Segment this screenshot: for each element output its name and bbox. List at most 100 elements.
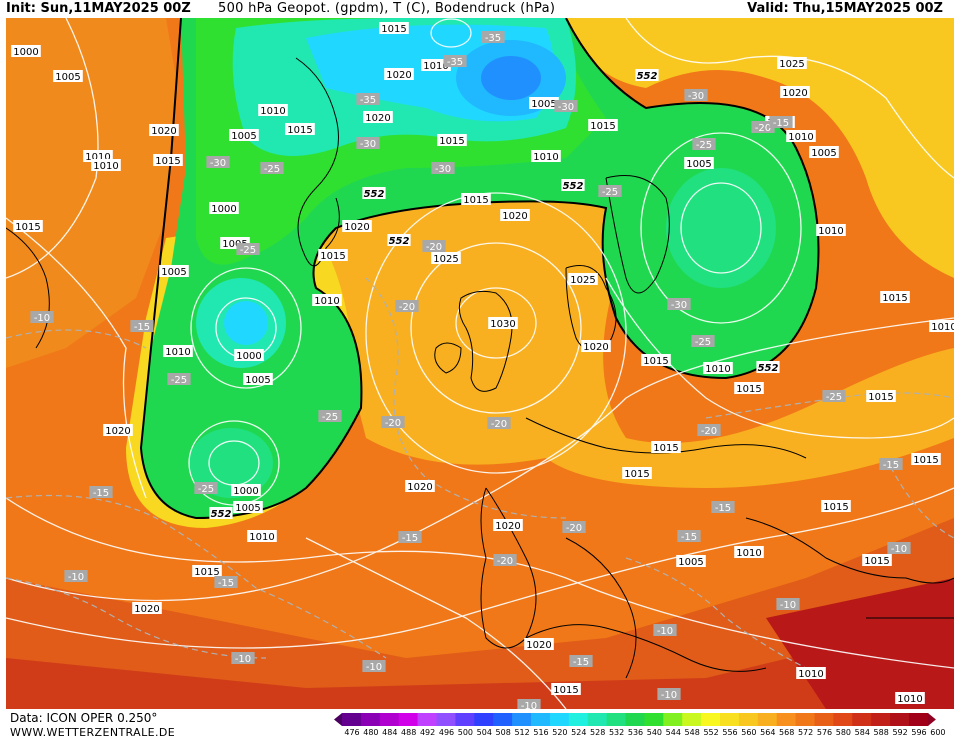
- legend-swatch: [379, 713, 400, 726]
- isotherm-label: -25: [692, 138, 716, 151]
- isobar-label: 1015: [651, 441, 681, 454]
- isobar-label-text: 1005: [235, 503, 260, 514]
- isotherm-label: -35: [443, 55, 467, 68]
- isobar-label: 1005: [159, 265, 189, 278]
- isobar-label-text: 1000: [13, 47, 38, 58]
- geopotential-label: 552: [209, 507, 233, 520]
- legend-tick: 480: [363, 728, 379, 737]
- geopotential-label: 552: [387, 234, 411, 247]
- isotherm-label-text: -30: [435, 164, 451, 175]
- legend-tick: 496: [438, 728, 455, 737]
- map-header: Init: Sun,11MAY2025 00Z 500 hPa Geopot. …: [0, 0, 959, 18]
- isotherm-label: -10: [231, 652, 255, 665]
- isobar-label-text: 1015: [463, 195, 488, 206]
- isotherm-label: -10: [887, 542, 911, 555]
- legend-swatch: [606, 713, 626, 726]
- isobar-label-text: 1020: [151, 126, 176, 137]
- isotherm-label-text: -30: [671, 300, 687, 311]
- isobar-label: 1015: [285, 123, 315, 136]
- isotherm-label: -30: [554, 100, 578, 113]
- color-legend: [334, 713, 936, 726]
- isobar-label-text: 1010: [260, 106, 285, 117]
- legend-tick: 576: [816, 728, 833, 737]
- isotherm-label-text: -20: [385, 418, 401, 429]
- isobar-label-text: 1010: [93, 161, 118, 172]
- legend-tick: 484: [382, 728, 398, 737]
- geopotential-label: 552: [561, 179, 585, 192]
- isobar-label: 1020: [493, 519, 523, 532]
- legend-tick: 544: [665, 728, 681, 737]
- isotherm-label-text: -20: [426, 242, 442, 253]
- isotherm-label-text: -25: [240, 245, 256, 256]
- isotherm-label: -35: [481, 31, 505, 44]
- isobar-label-text: 1020: [502, 211, 527, 222]
- legend-swatch: [587, 713, 608, 726]
- isotherm-label: -15: [569, 655, 593, 668]
- geopotential-label-text: 552: [758, 363, 779, 374]
- isobar-label: 1010: [163, 345, 193, 358]
- isobar-label: 1010: [734, 546, 764, 559]
- isotherm-label: -15: [711, 501, 735, 514]
- isobar-label: 1010: [91, 159, 121, 172]
- isobar-label-text: 1010: [705, 364, 730, 375]
- isotherm-label: -15: [769, 116, 793, 129]
- isotherm-label: -15: [130, 320, 154, 333]
- legend-tick: 520: [552, 728, 568, 737]
- geopotential-label-text: 552: [364, 189, 385, 200]
- isobar-label-text: 1005: [678, 557, 703, 568]
- isotherm-label-text: -25: [322, 412, 338, 423]
- hot-zone-south: [6, 618, 954, 709]
- isotherm-label-text: -20: [755, 123, 771, 134]
- isotherm-label: -25: [194, 482, 218, 495]
- isobar-label: 1015: [318, 249, 348, 262]
- isobar-label-text: 1015: [736, 384, 761, 395]
- isotherm-label-text: -10: [661, 690, 677, 701]
- isobar-label-text: 1020: [526, 640, 551, 651]
- isotherm-label: -25: [236, 243, 260, 256]
- isotherm-label-text: -30: [558, 102, 574, 113]
- legend-arrow-left: [334, 713, 342, 726]
- isotherm-label: -20: [562, 521, 586, 534]
- legend-swatch: [644, 713, 664, 726]
- isotherm-label: -25: [167, 373, 191, 386]
- isotherm-label-text: -10: [235, 654, 251, 665]
- isotherm-label-text: -30: [210, 158, 226, 169]
- isobar-label-text: 1010: [314, 296, 339, 307]
- legend-swatch: [568, 713, 589, 726]
- legend-swatch: [776, 713, 797, 726]
- isobar-label: 1020: [384, 68, 414, 81]
- legend-tick: 580: [835, 728, 852, 737]
- isotherm-label: -20: [697, 424, 721, 437]
- isobar-label-text: 1015: [553, 685, 578, 696]
- isobar-label: 1015: [880, 291, 910, 304]
- isobar-label: 1015: [734, 382, 764, 395]
- isobar-label: 1005: [53, 70, 83, 83]
- legend-tick: 476: [344, 728, 360, 737]
- isotherm-label-text: -15: [681, 532, 697, 543]
- isobar-label-text: 1015: [823, 502, 848, 513]
- isobar-label-text: 1015: [15, 222, 40, 233]
- isotherm-label: -20: [487, 417, 511, 430]
- geopotential-label: 552: [756, 361, 780, 374]
- isobar-label-text: 1015: [439, 136, 464, 147]
- legend-tick: 572: [797, 728, 814, 737]
- isobar-label-text: 1005: [231, 131, 256, 142]
- isobar-label-text: 1020: [105, 426, 130, 437]
- legend-swatch: [720, 713, 740, 726]
- legend-tick: 540: [646, 728, 663, 737]
- legend-tick: 564: [760, 728, 776, 737]
- isobar-label: 1015: [911, 453, 941, 466]
- isotherm-label: -20: [422, 240, 446, 253]
- isobar-label-text: 1015: [381, 24, 406, 35]
- isobar-lines: [6, 18, 954, 709]
- legend-swatch: [871, 713, 891, 726]
- isobar-label-text: 1005: [245, 375, 270, 386]
- isobar-label-text: 1010: [533, 152, 558, 163]
- isobar-label: 1015: [461, 193, 491, 206]
- isobar-label: 1000: [11, 45, 41, 58]
- isotherm-label-text: -25: [171, 375, 187, 386]
- legend-swatch: [549, 713, 570, 726]
- legend-swatch: [531, 713, 551, 726]
- isobar-label: 1020: [500, 209, 530, 222]
- isobar-label-text: 1020: [583, 342, 608, 353]
